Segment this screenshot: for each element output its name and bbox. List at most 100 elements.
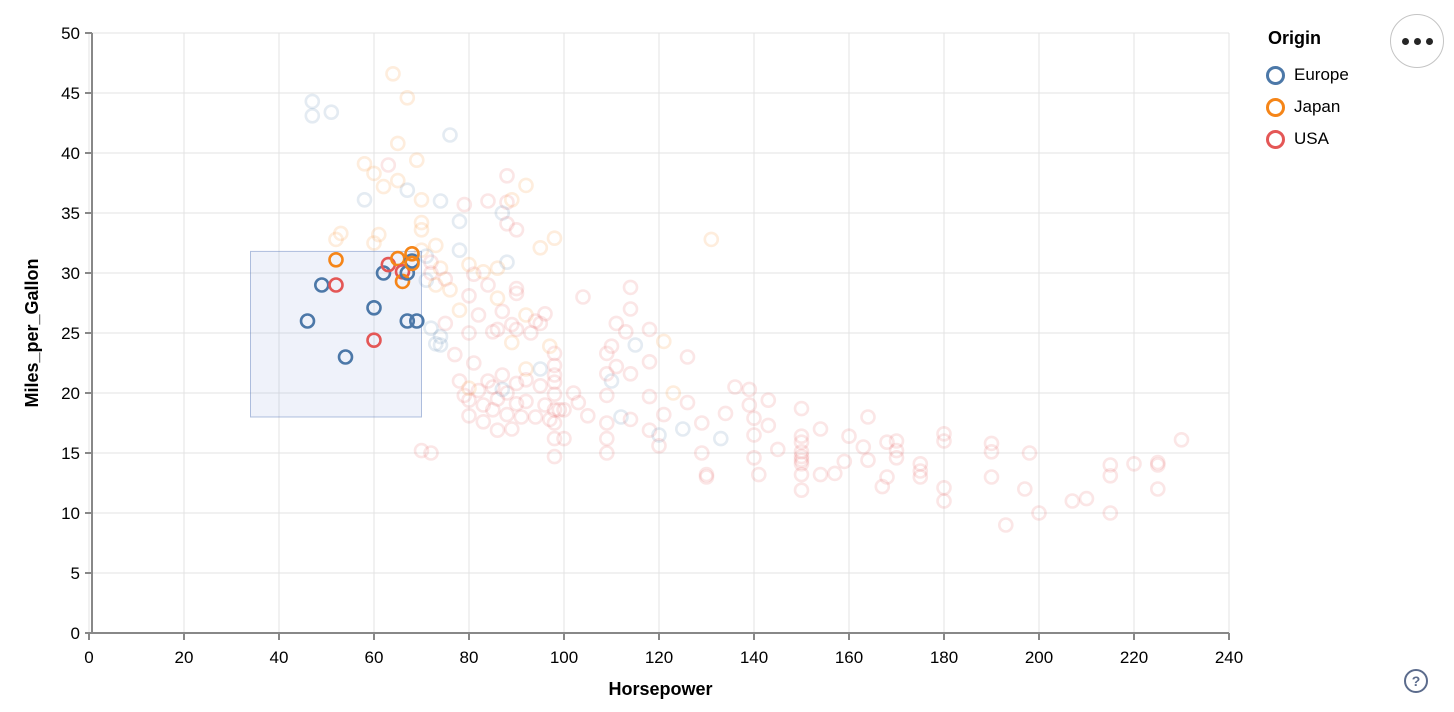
data-point[interactable] xyxy=(389,172,406,189)
data-point[interactable] xyxy=(432,193,449,209)
data-point[interactable] xyxy=(484,323,501,340)
data-point[interactable] xyxy=(328,231,344,248)
data-point[interactable] xyxy=(499,385,515,401)
actions-menu-button[interactable] xyxy=(1390,14,1444,68)
data-point[interactable] xyxy=(1126,455,1142,472)
data-point[interactable] xyxy=(432,337,449,353)
data-point[interactable] xyxy=(375,178,392,195)
data-point[interactable] xyxy=(399,182,416,198)
data-point[interactable] xyxy=(579,407,596,424)
data-point[interactable] xyxy=(489,391,506,407)
data-point[interactable] xyxy=(413,222,430,238)
data-point[interactable] xyxy=(622,365,639,382)
data-point[interactable] xyxy=(812,421,829,437)
data-point[interactable] xyxy=(518,393,534,410)
data-point[interactable] xyxy=(461,380,477,397)
data-point[interactable] xyxy=(575,289,591,305)
data-point[interactable] xyxy=(389,135,406,152)
data-point[interactable] xyxy=(741,381,758,398)
data-point[interactable] xyxy=(366,332,382,349)
data-point[interactable] xyxy=(879,469,895,485)
data-point[interactable] xyxy=(598,415,615,431)
data-point[interactable] xyxy=(826,465,843,482)
data-point[interactable] xyxy=(546,367,563,383)
data-point[interactable] xyxy=(489,260,506,277)
data-point[interactable] xyxy=(404,246,420,262)
data-point[interactable] xyxy=(841,428,857,445)
data-point[interactable] xyxy=(983,443,1000,460)
data-point[interactable] xyxy=(423,254,439,271)
data-point[interactable] xyxy=(427,277,444,293)
data-point[interactable] xyxy=(641,353,658,370)
data-point[interactable] xyxy=(337,349,354,365)
data-point[interactable] xyxy=(698,466,715,483)
data-point[interactable] xyxy=(1102,457,1119,473)
data-point[interactable] xyxy=(518,371,534,388)
data-point[interactable] xyxy=(1102,467,1119,484)
data-point[interactable] xyxy=(546,386,563,403)
data-point[interactable] xyxy=(793,448,810,465)
data-point[interactable] xyxy=(503,192,520,208)
data-point[interactable] xyxy=(489,290,506,307)
data-point[interactable] xyxy=(508,222,525,238)
data-point[interactable] xyxy=(912,469,929,485)
data-point[interactable] xyxy=(1150,454,1166,471)
data-point[interactable] xyxy=(423,320,439,337)
data-point[interactable] xyxy=(912,455,929,472)
data-point[interactable] xyxy=(693,445,710,461)
data-point[interactable] xyxy=(622,279,639,296)
data-point[interactable] xyxy=(855,439,872,455)
data-point[interactable] xyxy=(750,466,767,483)
data-point[interactable] xyxy=(598,365,615,382)
data-point[interactable] xyxy=(551,401,568,418)
data-point[interactable] xyxy=(598,430,615,447)
help-button[interactable]: ? xyxy=(1404,669,1428,693)
data-point[interactable] xyxy=(793,452,810,469)
data-point[interactable] xyxy=(888,442,905,459)
data-point[interactable] xyxy=(366,299,382,316)
data-point[interactable] xyxy=(418,272,435,289)
data-point[interactable] xyxy=(546,345,563,362)
data-point[interactable] xyxy=(328,277,344,293)
data-point[interactable] xyxy=(997,517,1014,533)
data-point[interactable] xyxy=(489,422,506,439)
data-point[interactable] xyxy=(385,66,401,82)
data-point[interactable] xyxy=(641,321,658,338)
data-point[interactable] xyxy=(1150,481,1166,497)
data-point[interactable] xyxy=(698,469,715,485)
data-point[interactable] xyxy=(503,316,520,333)
data-point[interactable] xyxy=(537,397,553,413)
data-point[interactable] xyxy=(518,361,534,377)
data-point[interactable] xyxy=(489,321,506,338)
data-point[interactable] xyxy=(693,415,710,431)
data-point[interactable] xyxy=(793,466,810,483)
data-point[interactable] xyxy=(508,375,525,392)
data-point[interactable] xyxy=(432,328,449,345)
data-point[interactable] xyxy=(760,417,777,434)
data-point[interactable] xyxy=(622,411,639,428)
data-point[interactable] xyxy=(423,445,439,461)
data-point[interactable] xyxy=(546,415,563,431)
data-point[interactable] xyxy=(746,410,762,427)
data-point[interactable] xyxy=(874,478,891,495)
data-point[interactable] xyxy=(527,409,544,425)
data-point[interactable] xyxy=(546,374,563,391)
data-point[interactable] xyxy=(603,338,620,355)
data-point[interactable] xyxy=(546,357,563,374)
data-point[interactable] xyxy=(741,397,758,413)
data-point[interactable] xyxy=(427,237,444,254)
data-point[interactable] xyxy=(503,334,520,351)
data-point[interactable] xyxy=(366,165,382,182)
data-point[interactable] xyxy=(1031,505,1047,521)
data-point[interactable] xyxy=(451,213,468,230)
data-point[interactable] xyxy=(860,452,876,469)
data-point[interactable] xyxy=(513,409,530,425)
data-point[interactable] xyxy=(793,400,810,417)
data-point[interactable] xyxy=(366,235,382,251)
data-point[interactable] xyxy=(451,302,468,319)
data-point[interactable] xyxy=(608,315,625,332)
data-point[interactable] xyxy=(461,287,477,304)
data-point[interactable] xyxy=(746,449,762,466)
data-point[interactable] xyxy=(769,441,786,458)
